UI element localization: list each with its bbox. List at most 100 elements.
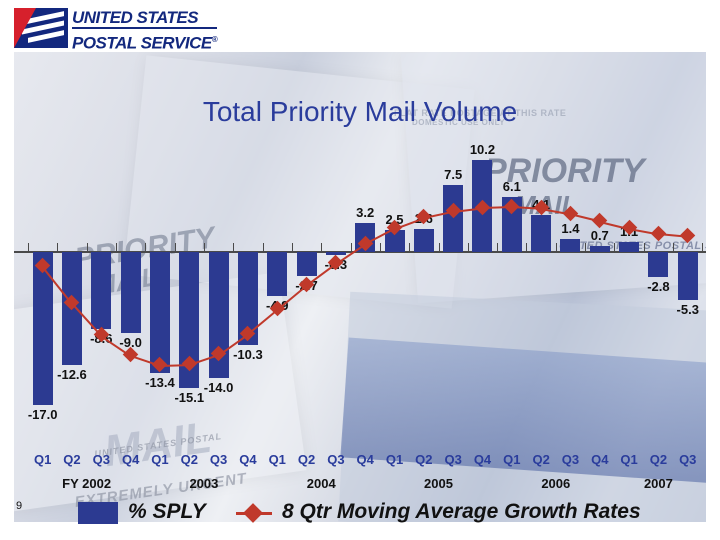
usps-logo: UNITED STATES POSTAL SERVICE® — [14, 6, 244, 55]
axis-tick — [526, 243, 528, 252]
chart-bar — [149, 252, 170, 373]
quarter-tick-label: Q4 — [121, 452, 140, 467]
trend-line-marker — [679, 228, 696, 244]
chart-bar — [501, 197, 522, 252]
chart-bar — [208, 252, 229, 378]
photo-text-tiny-2: DOMESTIC USE ONLY — [412, 118, 506, 127]
quarter-tick-label: Q2 — [532, 452, 550, 467]
quarter-tick-label: Q1 — [33, 452, 52, 467]
quarter-tick-label: Q4 — [239, 452, 257, 467]
axis-tick — [350, 243, 352, 252]
chart-bar — [91, 252, 112, 330]
quarter-tick-label: Q2 — [415, 452, 433, 467]
chart-bar — [237, 252, 258, 345]
bar-value-label: 10.2 — [469, 142, 496, 158]
axis-tick — [555, 243, 557, 252]
photo-text-tiny-1: FLAT RATE POSTAGE AT THIS RATE — [394, 108, 567, 118]
legend-bar-swatch — [78, 502, 118, 524]
chart-bar — [267, 252, 288, 297]
fiscal-year-label: 2006 — [541, 476, 571, 491]
bar-value-label: -9.0 — [119, 335, 142, 350]
axis-tick — [409, 243, 411, 252]
axis-tick — [174, 243, 176, 252]
fiscal-year-label: 2003 — [189, 476, 219, 491]
registered-mark: ® — [211, 35, 218, 44]
legend-bar-label: % SPLY — [128, 500, 206, 523]
quarter-tick-label: Q4 — [473, 452, 492, 467]
chart-legend: % SPLY 8 Qtr Moving Average Growth Rates — [0, 498, 720, 532]
bar-value-label: -2.8 — [647, 279, 670, 295]
bar-value-label: -17.0 — [27, 407, 58, 422]
chart-bar — [648, 252, 669, 278]
fiscal-year-axis-labels: FY 2002 2003 2004 2005 2006 2007 — [14, 476, 706, 494]
bar-value-label: -15.1 — [174, 389, 205, 405]
trend-line-marker — [650, 225, 667, 241]
bar-value-label: -14.0 — [203, 380, 234, 395]
chart-bar — [296, 252, 317, 277]
bar-value-label: 6.1 — [502, 179, 521, 195]
quarter-tick-label: Q3 — [561, 452, 580, 467]
page-number: 9 — [16, 500, 23, 512]
fiscal-year-label: 2007 — [643, 476, 673, 491]
chart-bar — [384, 229, 405, 252]
axis-tick — [291, 243, 293, 252]
chart-bar — [677, 252, 698, 300]
fiscal-year-label: FY 2002 — [62, 476, 112, 491]
quarter-tick-label: Q2 — [63, 452, 81, 467]
quarter-tick-label: Q4 — [591, 452, 609, 467]
fiscal-year-label: 2005 — [424, 476, 453, 491]
zero-axis-line — [14, 251, 706, 253]
quarter-tick-label: Q2 — [297, 452, 316, 467]
chart-bar — [325, 252, 346, 255]
chart-bar — [413, 228, 434, 252]
axis-tick — [379, 243, 381, 252]
axis-tick — [115, 243, 117, 252]
brand-line-1: UNITED STATES — [72, 8, 199, 27]
axis-tick — [203, 243, 205, 252]
axis-tick — [86, 243, 88, 252]
legend-line-label: 8 Qtr Moving Average Growth Rates — [282, 500, 641, 523]
chart-bar — [560, 239, 581, 252]
photo-text-priority-2: PRIORITY — [484, 152, 645, 190]
quarter-tick-label: Q4 — [356, 452, 374, 467]
quarter-tick-label: Q3 — [209, 452, 228, 467]
axis-tick — [321, 243, 323, 252]
bar-value-label: 0.7 — [590, 227, 609, 243]
axis-tick — [28, 243, 29, 252]
fiscal-year-label: 2004 — [306, 476, 336, 491]
trend-line-marker — [562, 205, 579, 222]
chart-bar — [179, 252, 200, 388]
axis-tick — [702, 243, 704, 252]
quarter-tick-label: Q3 — [444, 452, 462, 467]
bar-value-label: -12.6 — [57, 367, 87, 383]
quarter-tick-label: Q2 — [180, 452, 198, 467]
quarter-tick-label: Q1 — [503, 452, 521, 467]
quarter-tick-label: Q3 — [92, 452, 110, 467]
axis-tick — [145, 243, 147, 252]
axis-tick — [233, 243, 235, 252]
quarter-tick-label: Q3 — [327, 452, 345, 467]
axis-tick — [673, 243, 675, 252]
quarter-axis-labels: Q1 Q2 Q3 Q4 Q1 Q2 Q3 Q4 Q1 Q2 Q3 Q4 Q1 Q2 Q3 Q4 Q1 Q2 Q3 Q4… — [14, 452, 706, 470]
chart-bar — [619, 242, 640, 252]
chart-plot-area: -17.0-12.6-8.6-9.0-13.4-15.1-14.0-10.3-4… — [14, 142, 706, 450]
bar-value-label: 3.2 — [356, 205, 375, 221]
trend-line-marker — [591, 212, 608, 229]
chart-bar — [531, 215, 552, 252]
bar-value-label: 7.5 — [444, 166, 463, 182]
bar-value-label: 1.4 — [561, 221, 580, 237]
axis-tick — [57, 243, 59, 252]
brand-line-2: POSTAL SERVICE® — [72, 27, 218, 55]
quarter-tick-label: Q1 — [268, 452, 286, 467]
quarter-tick-label: Q1 — [620, 452, 638, 467]
axis-tick — [614, 243, 616, 252]
axis-tick — [467, 243, 469, 252]
axis-tick — [438, 243, 440, 252]
legend-diamond-marker-icon — [243, 503, 263, 523]
bar-value-label: -10.3 — [233, 346, 263, 362]
quarter-tick-label: Q2 — [649, 452, 668, 467]
quarter-tick-label: Q3 — [679, 452, 697, 467]
quarter-tick-label: Q1 — [151, 452, 169, 467]
axis-tick — [643, 243, 645, 252]
axis-tick — [497, 243, 499, 252]
